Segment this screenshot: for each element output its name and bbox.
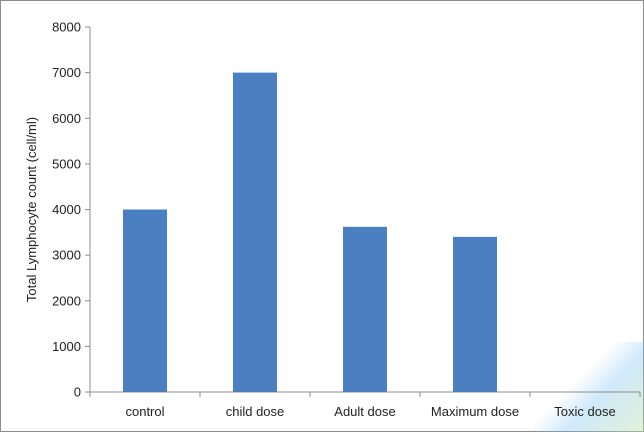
x-tick-label: child dose	[226, 404, 285, 419]
y-tick-label: 3000	[52, 248, 81, 263]
y-tick-label: 2000	[52, 293, 81, 308]
bars	[123, 72, 497, 392]
x-tick-label: Toxic dose	[554, 404, 615, 419]
y-tick-label: 7000	[52, 65, 81, 80]
y-tick-label: 4000	[52, 202, 81, 217]
bar	[343, 226, 387, 392]
y-axis-title: Total Lymphocyte count (cell/ml)	[24, 117, 39, 302]
y-tick-label: 0	[74, 385, 81, 400]
y-tick-label: 6000	[52, 111, 81, 126]
bar	[233, 72, 277, 392]
y-tick-label: 5000	[52, 156, 81, 171]
x-axis: control child dose Adult dose Maximum dose T…	[89, 391, 641, 419]
x-tick-label: control	[125, 404, 164, 419]
y-tick-label: 8000	[52, 20, 81, 35]
bar	[123, 209, 167, 392]
y-axis: 0 1000 2000 3000 4000 5000 6000 7000 8000	[52, 20, 91, 400]
y-tick-label: 1000	[52, 339, 81, 354]
bar	[453, 236, 497, 392]
x-tick-label: Maximum dose	[431, 404, 519, 419]
x-tick-label: Adult dose	[334, 404, 395, 419]
